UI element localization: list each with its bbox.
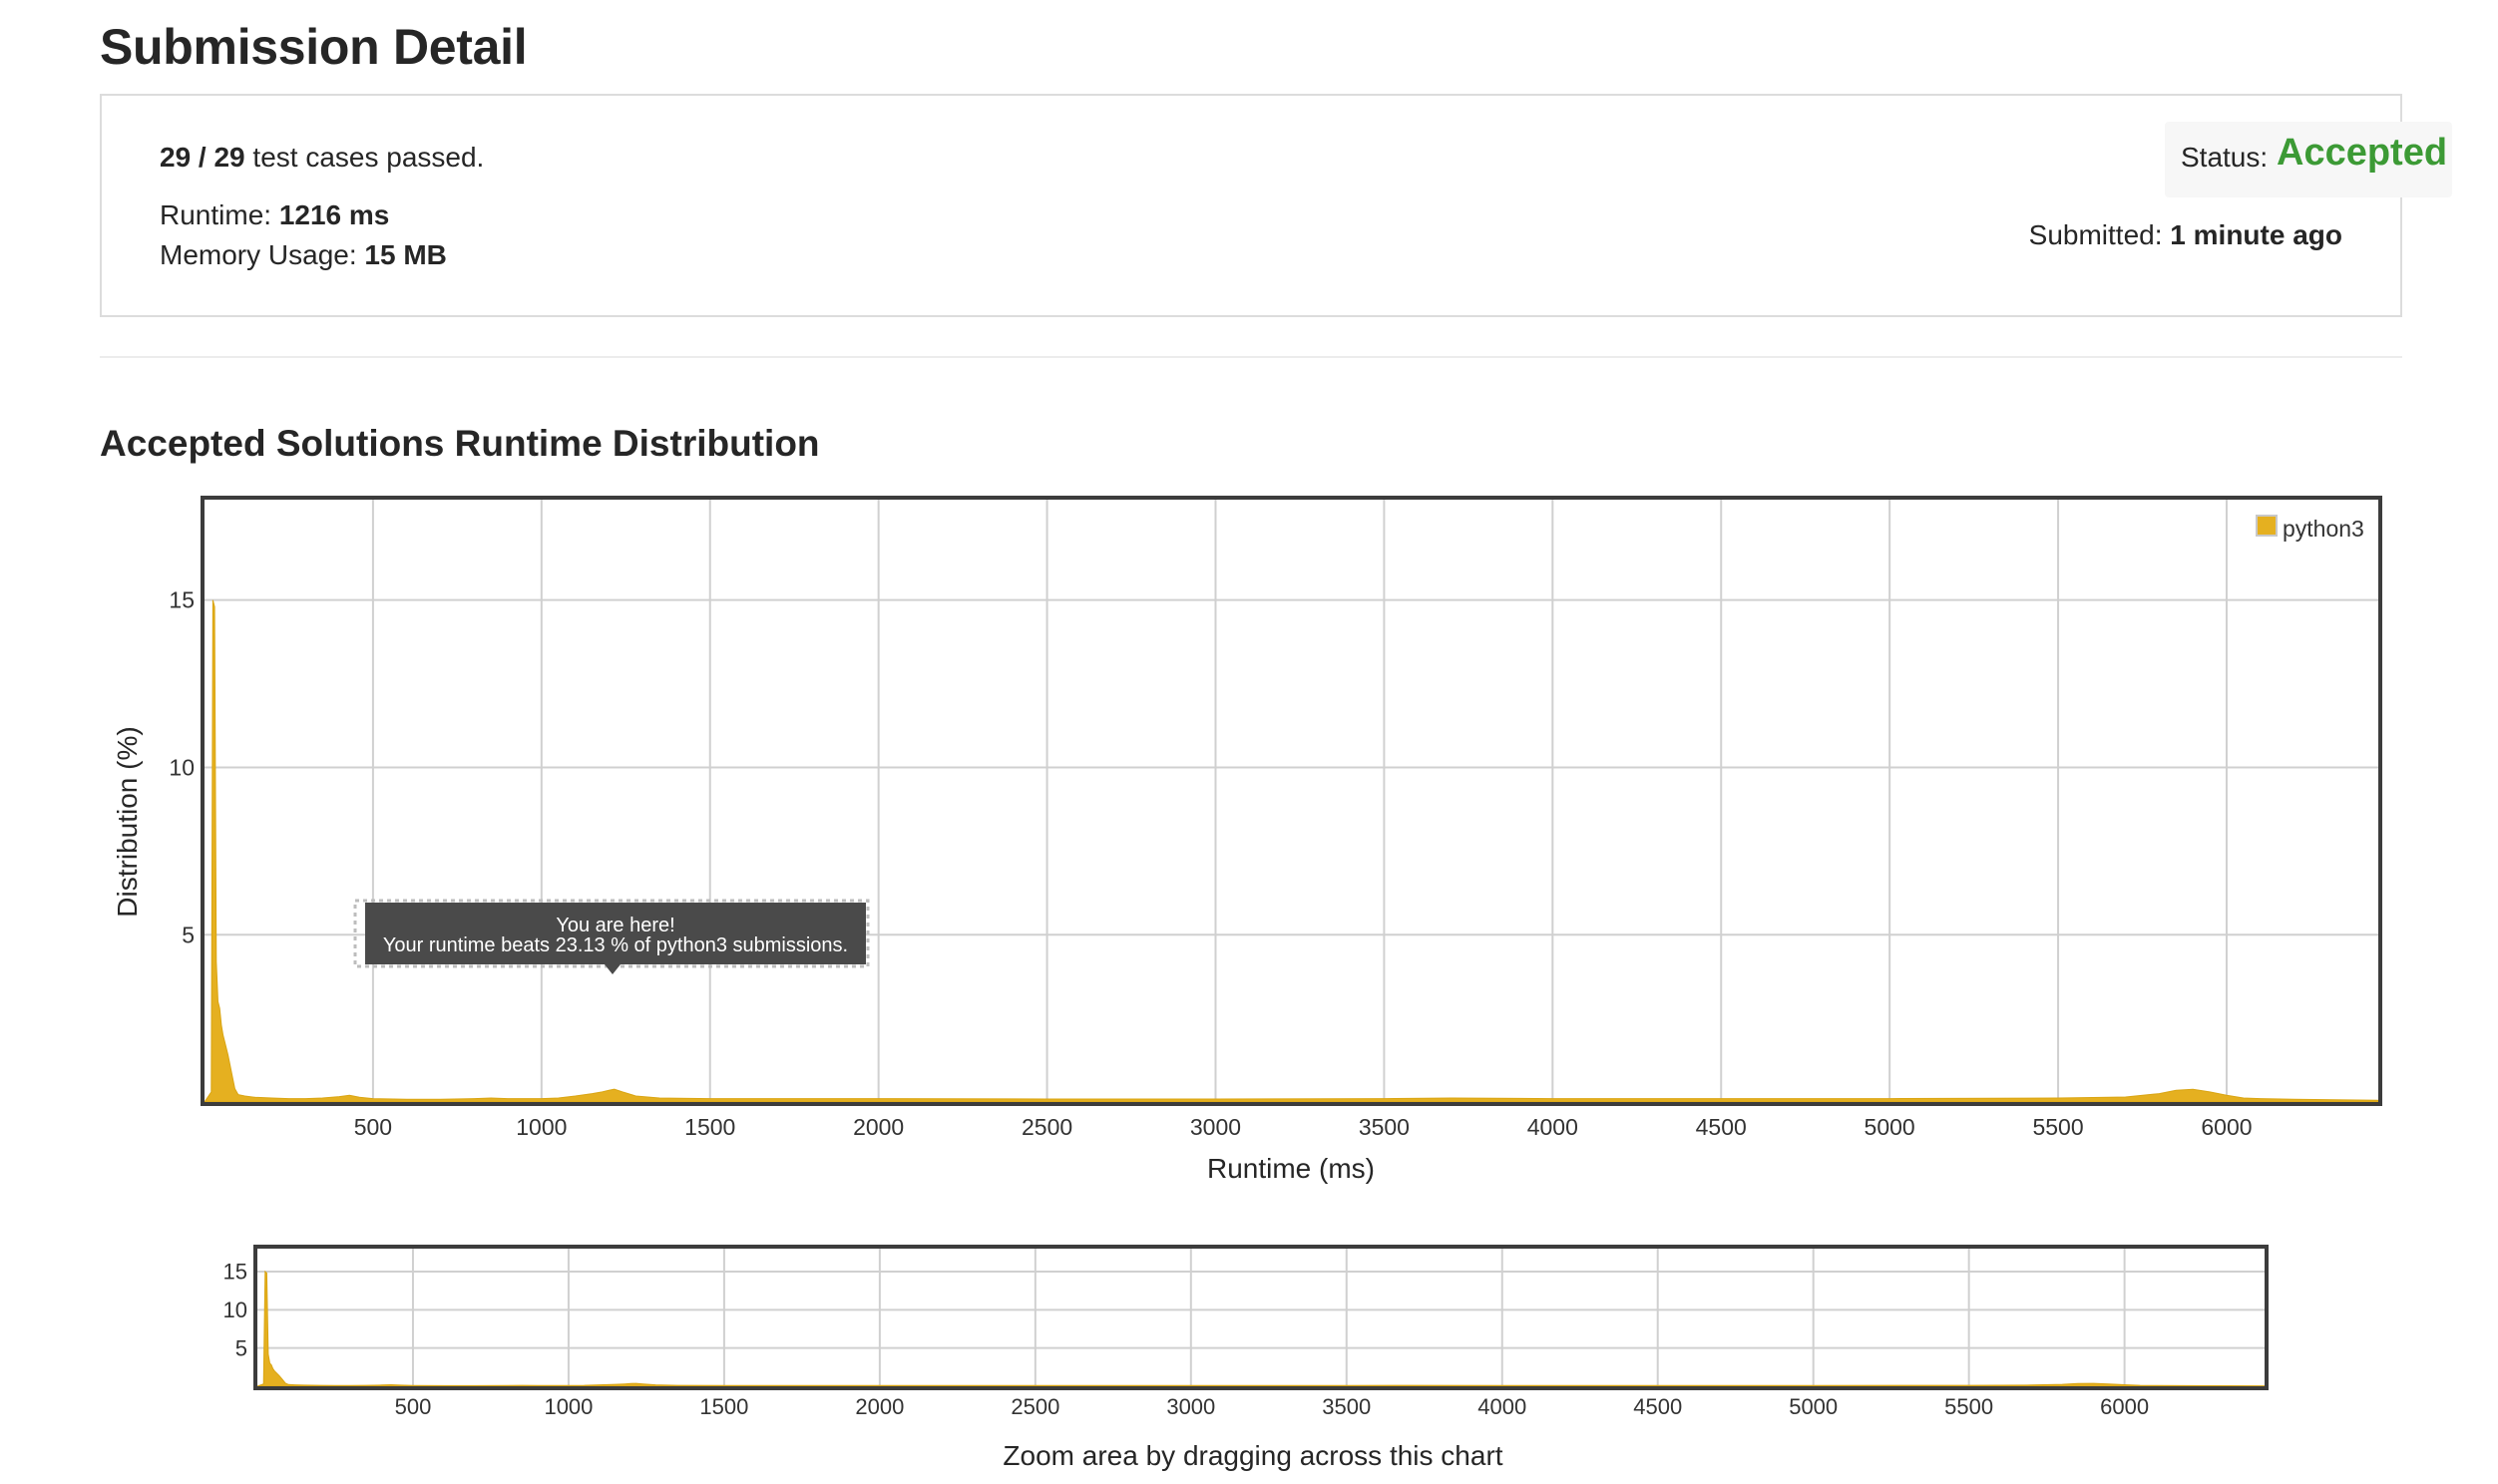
legend[interactable]: python3 bbox=[2256, 515, 2364, 542]
status-value: Accepted bbox=[2277, 132, 2448, 174]
nav-grid bbox=[257, 1249, 2265, 1386]
submitted-time: Submitted: 1 minute ago bbox=[2029, 219, 2342, 251]
runtime-stat: Runtime: 1216 ms bbox=[160, 199, 389, 231]
main-x-axis-label: Runtime (ms) bbox=[1207, 1153, 1375, 1184]
main-x-tick-label: 5000 bbox=[1865, 1114, 1915, 1140]
legend-swatch-python3 bbox=[2256, 515, 2278, 537]
main-x-tick-label: 4000 bbox=[1527, 1114, 1578, 1140]
python3-area bbox=[204, 599, 2379, 1103]
nav-x-tick-label: 2000 bbox=[855, 1394, 904, 1419]
tooltip-body bbox=[365, 903, 866, 964]
runtime-label: Runtime: bbox=[160, 199, 279, 230]
runtime-tooltip: You are here! Your runtime beats 23.13 %… bbox=[353, 899, 870, 974]
main-y-tick-label: 10 bbox=[169, 754, 195, 780]
section-title: Accepted Solutions Runtime Distribution bbox=[100, 423, 820, 464]
main-x-tick-label: 4500 bbox=[1696, 1114, 1747, 1140]
page-title: Submission Detail bbox=[100, 19, 528, 75]
nav-python3-area bbox=[256, 1270, 2266, 1387]
main-x-tick-label: 2000 bbox=[853, 1114, 904, 1140]
main-y-tick-label: 5 bbox=[182, 922, 195, 947]
zoom-instruction: Zoom area by dragging across this chart bbox=[1003, 1440, 1502, 1471]
nav-x-tick-label: 1000 bbox=[544, 1394, 593, 1419]
main-x-tick-labels: 500 1000 1500 2000 2500 3000 3500 4000 4500 5000 5… bbox=[354, 1114, 2253, 1140]
nav-plot-border bbox=[253, 1245, 2269, 1390]
nav-x-tick-label: 1500 bbox=[699, 1394, 748, 1419]
main-x-tick-label: 3500 bbox=[1359, 1114, 1410, 1140]
main-plot-border bbox=[201, 496, 2382, 1106]
nav-y-tick-label: 5 bbox=[235, 1335, 247, 1360]
nav-y-tick-label: 10 bbox=[223, 1298, 247, 1322]
runtime-value: 1216 ms bbox=[278, 199, 390, 230]
test-cases-count: 29 / 29 bbox=[160, 142, 245, 173]
main-x-tick-label: 5500 bbox=[2032, 1114, 2083, 1140]
main-x-tick-label: 2500 bbox=[1022, 1114, 1072, 1140]
main-x-tick-label: 3000 bbox=[1190, 1114, 1241, 1140]
main-x-tick-label: 1500 bbox=[684, 1114, 735, 1140]
submitted-value: 1 minute ago bbox=[2170, 219, 2342, 250]
nav-x-tick-label: 3500 bbox=[1322, 1394, 1371, 1419]
divider bbox=[100, 356, 2402, 358]
nav-x-tick-label: 500 bbox=[395, 1394, 432, 1419]
nav-x-tick-label: 5000 bbox=[1789, 1394, 1838, 1419]
memory-value: 15 MB bbox=[364, 239, 447, 270]
tooltip-pointer bbox=[605, 964, 621, 974]
nav-x-tick-label: 4000 bbox=[1477, 1394, 1526, 1419]
tooltip-text: Your runtime beats 23.13 % of python3 su… bbox=[383, 934, 848, 956]
status-label: Status: bbox=[2181, 142, 2269, 173]
nav-x-tick-label: 2500 bbox=[1011, 1394, 1059, 1419]
nav-x-tick-label: 3000 bbox=[1166, 1394, 1215, 1419]
submission-summary: 29 / 29 test cases passed. Runtime: 1216… bbox=[100, 94, 2452, 317]
main-y-axis-label: Distribution (%) bbox=[112, 726, 143, 917]
test-cases-result: 29 / 29 test cases passed. bbox=[160, 142, 484, 174]
status-badge: Status: Accepted bbox=[2165, 122, 2452, 197]
runtime-distribution-chart[interactable]: 500 1000 1500 2000 2500 3000 3500 4000 4500 5000 5… bbox=[0, 0, 2498, 1207]
main-y-tick-label: 15 bbox=[169, 587, 195, 613]
tooltip-frame bbox=[353, 899, 870, 968]
nav-y-tick-labels: 5 10 15 bbox=[223, 1260, 247, 1361]
nav-x-tick-labels: 500 1000 1500 2000 2500 3000 3500 4000 4500 5000 5… bbox=[395, 1394, 2149, 1419]
nav-x-tick-label: 5500 bbox=[1944, 1394, 1993, 1419]
tooltip-title: You are here! bbox=[556, 915, 674, 936]
zoom-navigator-chart[interactable]: 500 1000 1500 2000 2500 3000 3500 4000 4500 5000 5… bbox=[0, 1217, 2498, 1484]
test-cases-text: test cases passed. bbox=[244, 142, 485, 173]
legend-label-python3: python3 bbox=[2283, 516, 2364, 542]
nav-x-tick-label: 4500 bbox=[1633, 1394, 1682, 1419]
main-x-tick-label: 500 bbox=[354, 1114, 392, 1140]
nav-y-tick-label: 15 bbox=[223, 1260, 247, 1285]
nav-x-tick-label: 6000 bbox=[2100, 1394, 2149, 1419]
main-y-tick-labels: 5 10 15 bbox=[169, 587, 195, 948]
submitted-label: Submitted: bbox=[2028, 219, 2171, 250]
main-grid bbox=[205, 500, 2378, 1102]
memory-stat: Memory Usage: 15 MB bbox=[160, 239, 447, 271]
main-x-tick-label: 1000 bbox=[516, 1114, 567, 1140]
main-x-tick-label: 6000 bbox=[2201, 1114, 2252, 1140]
memory-label: Memory Usage: bbox=[160, 239, 365, 270]
